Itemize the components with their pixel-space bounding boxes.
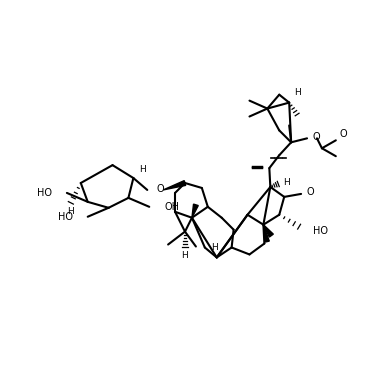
Text: H: H	[182, 251, 188, 260]
Text: O: O	[340, 129, 347, 139]
Text: OH: OH	[164, 202, 179, 212]
Text: H: H	[211, 243, 218, 252]
Text: H: H	[68, 207, 74, 216]
Polygon shape	[264, 225, 269, 242]
Text: H: H	[294, 88, 300, 97]
Text: O: O	[156, 184, 164, 194]
Polygon shape	[163, 181, 186, 190]
Text: O: O	[312, 132, 320, 142]
Text: HO: HO	[37, 188, 52, 198]
Text: O: O	[306, 187, 314, 197]
Polygon shape	[264, 225, 273, 237]
Text: HO: HO	[313, 226, 328, 236]
Text: H: H	[283, 177, 289, 187]
Text: HO: HO	[58, 212, 73, 222]
Text: H: H	[139, 165, 146, 174]
Polygon shape	[192, 204, 198, 218]
